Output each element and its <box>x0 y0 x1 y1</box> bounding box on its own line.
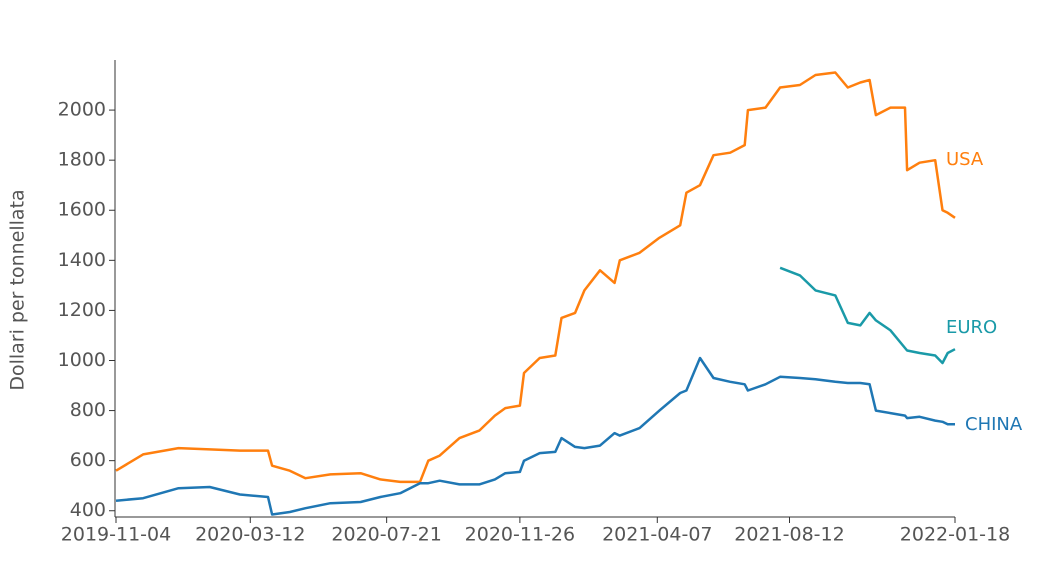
series-line <box>115 71 956 484</box>
series-label: CHINA <box>965 414 1023 435</box>
y-axis-label: Dollari per tonnellata <box>7 189 29 390</box>
y-tick-label: 1000 <box>58 349 106 371</box>
x-tick-label: 2020-07-21 <box>331 524 441 546</box>
y-tick-label: 800 <box>70 399 106 421</box>
y-tick-label: 1800 <box>58 149 106 171</box>
y-tick-label: 1600 <box>58 199 106 221</box>
x-tick-label: 2019-11-04 <box>61 524 171 546</box>
series-label: EURO <box>946 317 997 338</box>
series-label: USA <box>946 149 984 170</box>
x-tick-label: 2021-08-12 <box>734 524 844 546</box>
y-tick-label: 400 <box>70 499 106 521</box>
y-tick-label: 600 <box>70 449 106 471</box>
y-tick-label: 2000 <box>58 99 106 121</box>
series-line <box>115 356 955 516</box>
x-tick-label: 2022-01-18 <box>900 524 1010 546</box>
y-tick-label: 1400 <box>58 249 106 271</box>
x-tick-label: 2021-04-07 <box>602 524 712 546</box>
series-line <box>779 266 956 365</box>
x-tick-label: 2020-11-26 <box>465 524 575 546</box>
x-tick-label: 2020-03-12 <box>195 524 305 546</box>
y-tick-label: 1200 <box>58 299 106 321</box>
